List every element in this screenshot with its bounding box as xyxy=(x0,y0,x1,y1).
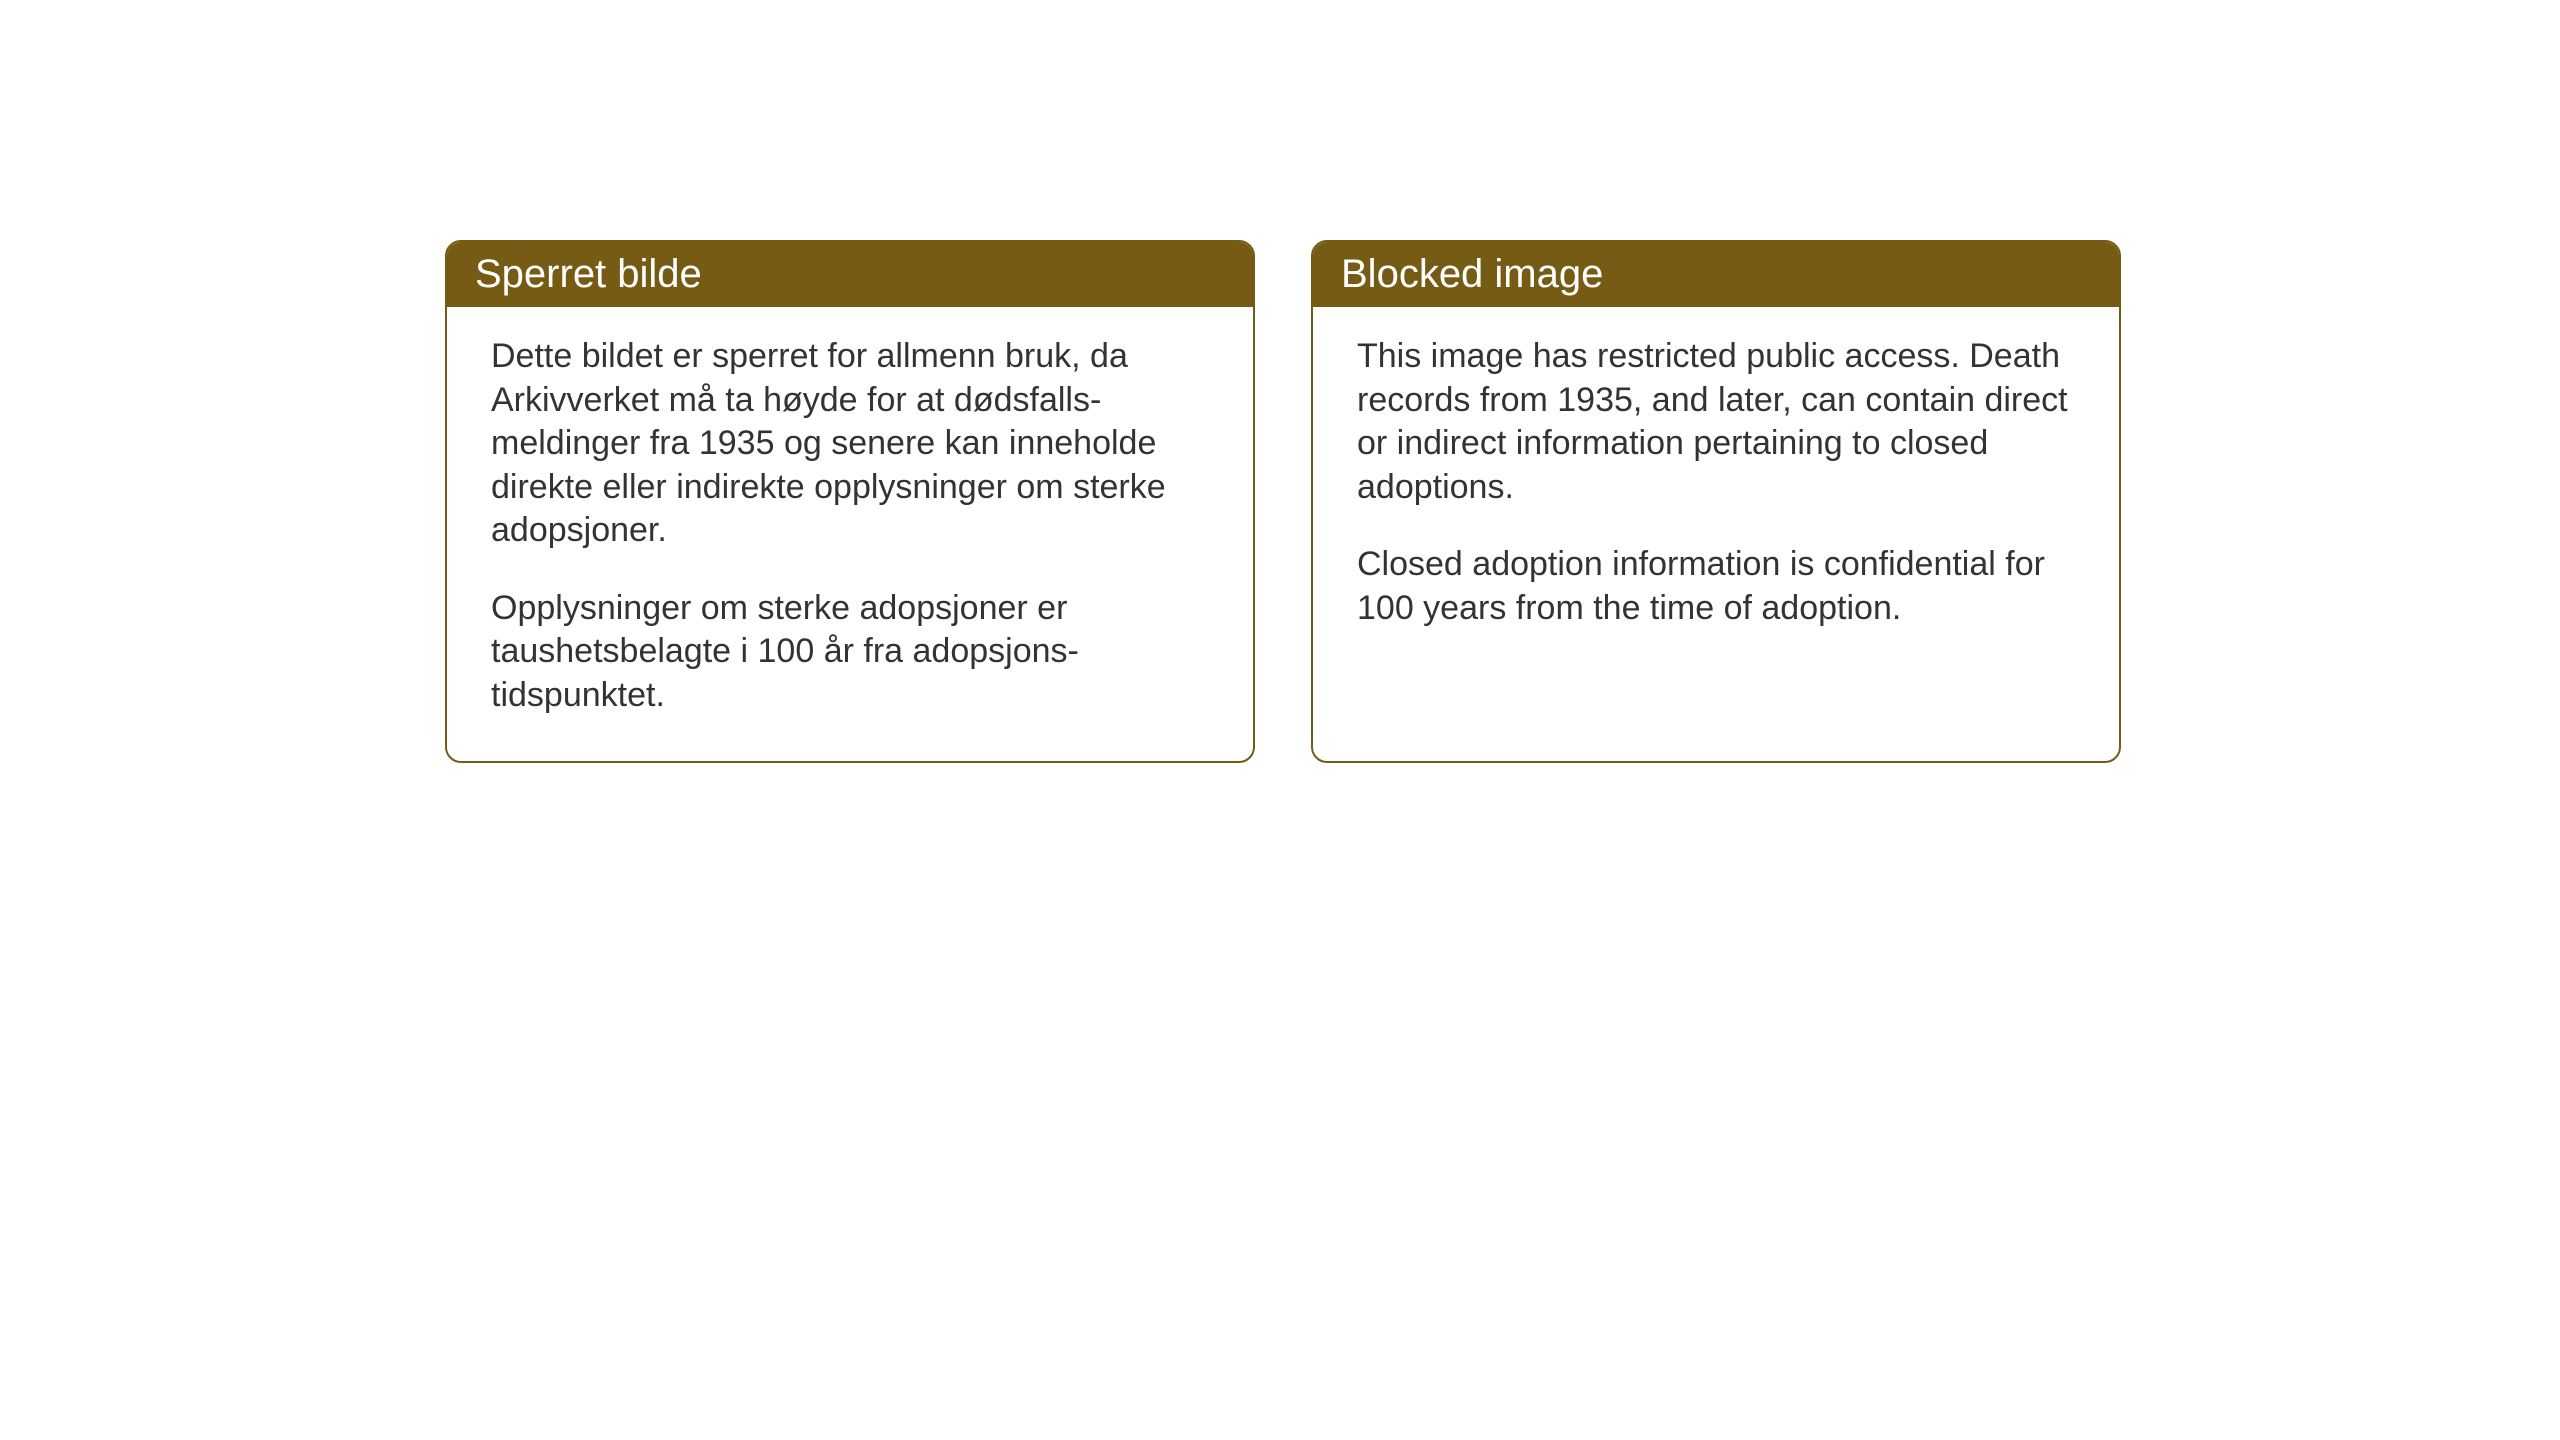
card-english: Blocked image This image has restricted … xyxy=(1311,240,2121,763)
card-header-english: Blocked image xyxy=(1313,242,2119,307)
card-norwegian: Sperret bilde Dette bildet er sperret fo… xyxy=(445,240,1255,763)
card-paragraph-2-norwegian: Opplysninger om sterke adopsjoner er tau… xyxy=(491,587,1209,718)
cards-container: Sperret bilde Dette bildet er sperret fo… xyxy=(445,240,2121,763)
card-title-norwegian: Sperret bilde xyxy=(475,252,702,296)
card-paragraph-2-english: Closed adoption information is confident… xyxy=(1357,543,2075,630)
card-paragraph-1-norwegian: Dette bildet er sperret for allmenn bruk… xyxy=(491,335,1209,553)
card-body-english: This image has restricted public access.… xyxy=(1313,307,2119,674)
card-paragraph-1-english: This image has restricted public access.… xyxy=(1357,335,2075,509)
card-body-norwegian: Dette bildet er sperret for allmenn bruk… xyxy=(447,307,1253,761)
card-title-english: Blocked image xyxy=(1341,252,1603,296)
card-header-norwegian: Sperret bilde xyxy=(447,242,1253,307)
